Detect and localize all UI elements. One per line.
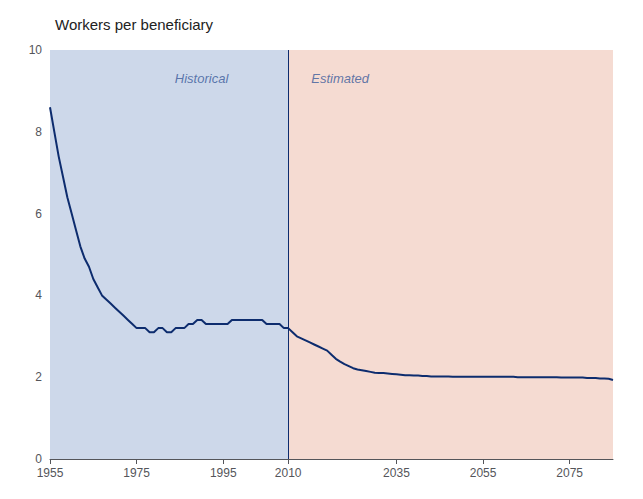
svg-text:4: 4 <box>35 288 42 302</box>
svg-text:2075: 2075 <box>556 466 583 480</box>
svg-text:1955: 1955 <box>37 466 64 480</box>
svg-text:0: 0 <box>35 452 42 466</box>
svg-text:10: 10 <box>29 43 43 57</box>
svg-text:1995: 1995 <box>210 466 237 480</box>
svg-text:1975: 1975 <box>123 466 150 480</box>
svg-text:8: 8 <box>35 125 42 139</box>
svg-text:2010: 2010 <box>275 466 302 480</box>
svg-text:2035: 2035 <box>383 466 410 480</box>
svg-text:6: 6 <box>35 207 42 221</box>
svg-text:2055: 2055 <box>470 466 497 480</box>
svg-text:Historical: Historical <box>175 71 230 86</box>
svg-text:2: 2 <box>35 370 42 384</box>
svg-text:Workers per beneficiary: Workers per beneficiary <box>55 16 214 33</box>
svg-text:Estimated: Estimated <box>311 71 370 86</box>
